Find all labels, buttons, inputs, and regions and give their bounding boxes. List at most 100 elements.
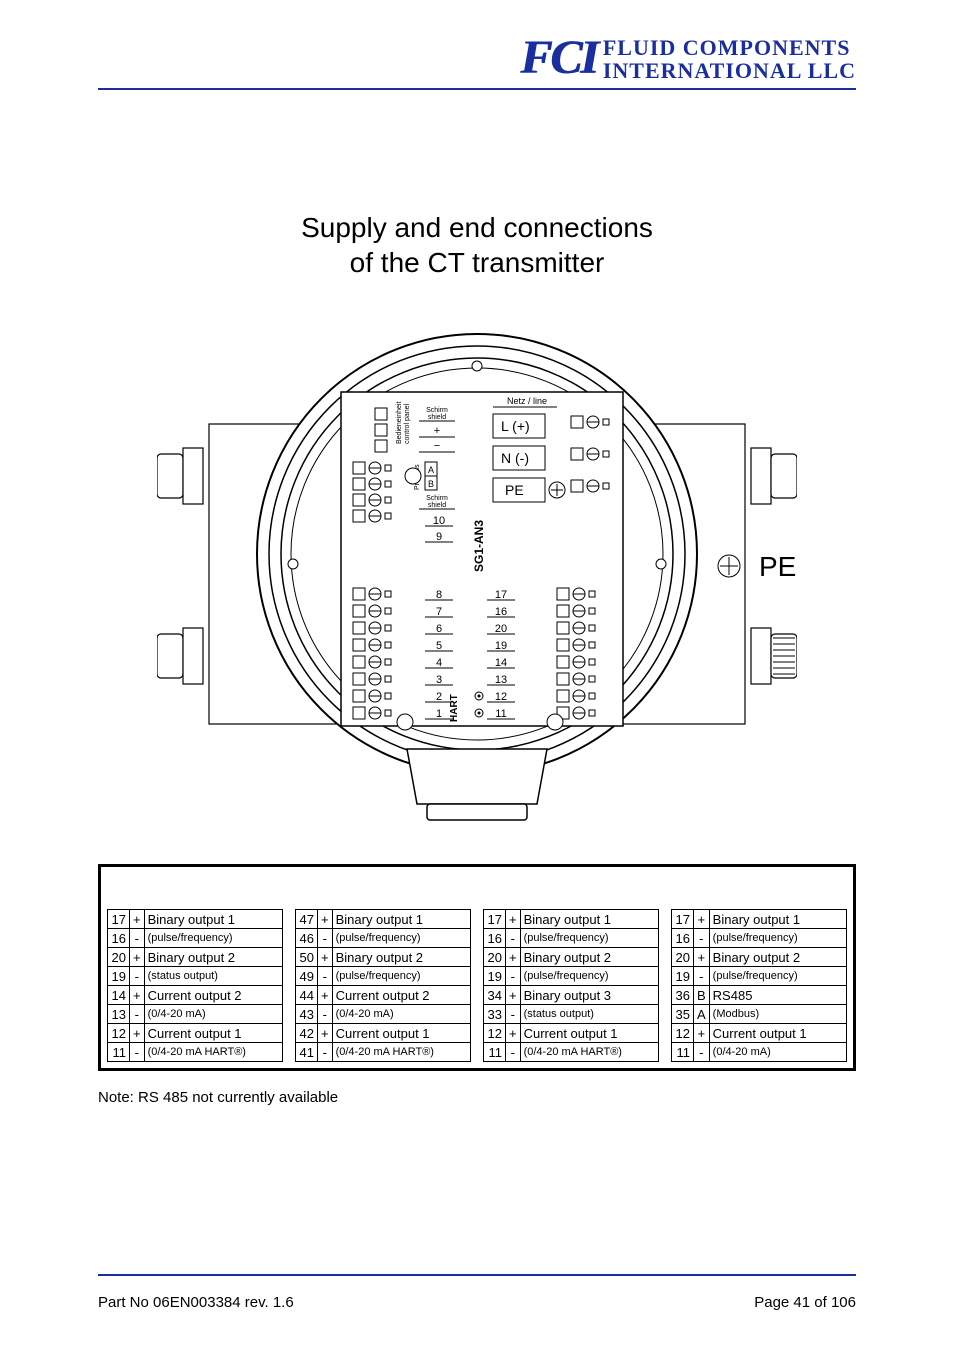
terminal-number: 46 — [296, 929, 318, 948]
title-line2: of the CT transmitter — [350, 247, 605, 278]
table-row: 11-(0/4-20 mA) — [672, 1043, 847, 1062]
table-row: 17+Binary output 1 — [108, 910, 283, 929]
title-line1: Supply and end connections — [301, 212, 653, 243]
terminal-sign: + — [506, 910, 521, 929]
terminal-number: 19 — [484, 967, 506, 986]
terminal-number: 47 — [296, 910, 318, 929]
terminal-label: Current output 2 — [332, 986, 470, 1005]
note-text: Note: RS 485 not currently available — [98, 1089, 856, 1106]
terminal-number: 35 — [672, 1005, 694, 1024]
connection-column: 17+Binary output 116-(pulse/frequency)20… — [477, 867, 665, 1068]
svg-text:14: 14 — [495, 657, 507, 669]
terminal-sign: + — [318, 910, 333, 929]
terminal-label: (status output) — [520, 1005, 658, 1024]
svg-text:20: 20 — [495, 623, 507, 635]
terminal-label: Binary output 1 — [144, 910, 282, 929]
logo-line1: FLUID COMPONENTS — [603, 36, 856, 59]
terminal-label: (pulse/frequency) — [520, 929, 658, 948]
terminal-label: (0/4-20 mA HART®) — [520, 1043, 658, 1062]
footer-page-no: Page 41 of 106 — [754, 1294, 856, 1311]
terminal-number: 12 — [672, 1024, 694, 1043]
label-PE-inner: PE — [505, 482, 524, 498]
table-row: 12+Current output 1 — [484, 1024, 659, 1043]
terminal-sign: - — [318, 967, 333, 986]
terminal-label: Current output 1 — [709, 1024, 846, 1043]
terminal-label: (pulse/frequency) — [332, 967, 470, 986]
svg-text:−: − — [434, 440, 440, 452]
terminal-label: (0/4-20 mA) — [144, 1005, 282, 1024]
divider-bottom — [98, 1274, 856, 1276]
page-footer: Part No 06EN003384 rev. 1.6 Page 41 of 1… — [98, 1274, 856, 1311]
footer-part-no: Part No 06EN003384 rev. 1.6 — [98, 1294, 294, 1311]
terminal-label: (0/4-20 mA) — [332, 1005, 470, 1024]
connection-column: 17+Binary output 116-(pulse/frequency)20… — [101, 867, 289, 1068]
logo-line2: INTERNATIONAL LLC — [603, 59, 856, 82]
terminal-label: Binary output 1 — [332, 910, 470, 929]
terminal-sign: - — [130, 1005, 145, 1024]
table-row: 47+Binary output 1 — [296, 910, 471, 929]
svg-text:A: A — [428, 465, 434, 475]
terminal-number: 43 — [296, 1005, 318, 1024]
terminal-sign: - — [506, 929, 521, 948]
table-row: 11-(0/4-20 mA HART®) — [484, 1043, 659, 1062]
svg-text:6: 6 — [436, 623, 442, 635]
terminal-label: Binary output 2 — [332, 948, 470, 967]
terminal-label: (Modbus) — [709, 1005, 846, 1024]
table-row: 17+Binary output 1 — [672, 910, 847, 929]
svg-text:2: 2 — [436, 691, 442, 703]
svg-text:3: 3 — [436, 674, 442, 686]
table-row: 36BRS485 — [672, 986, 847, 1005]
terminal-sign: - — [506, 1005, 521, 1024]
table-row: 34+Binary output 3 — [484, 986, 659, 1005]
connection-column: 47+Binary output 146-(pulse/frequency)50… — [289, 867, 477, 1068]
table-row: 17+Binary output 1 — [484, 910, 659, 929]
table-row: 43-(0/4-20 mA) — [296, 1005, 471, 1024]
table-row: 41-(0/4-20 mA HART®) — [296, 1043, 471, 1062]
terminal-number: 20 — [108, 948, 130, 967]
terminal-number: 42 — [296, 1024, 318, 1043]
terminal-sign: - — [318, 929, 333, 948]
terminal-number: 20 — [672, 948, 694, 967]
terminal-number: 50 — [296, 948, 318, 967]
terminal-sign: + — [130, 1024, 145, 1043]
svg-text:19: 19 — [495, 640, 507, 652]
terminal-number: 13 — [108, 1005, 130, 1024]
table-row: 50+Binary output 2 — [296, 948, 471, 967]
terminal-number: 17 — [484, 910, 506, 929]
terminal-number: 19 — [672, 967, 694, 986]
svg-text:11: 11 — [495, 708, 506, 720]
terminal-sign: - — [694, 1043, 710, 1062]
terminal-label: (pulse/frequency) — [709, 967, 846, 986]
terminal-sign: - — [130, 967, 145, 986]
terminal-number: 16 — [108, 929, 130, 948]
terminal-sign: A — [694, 1005, 710, 1024]
table-row: 13-(0/4-20 mA) — [108, 1005, 283, 1024]
terminal-number: 11 — [108, 1043, 130, 1062]
terminal-label: RS485 — [709, 986, 846, 1005]
logo-text: FLUID COMPONENTS INTERNATIONAL LLC — [603, 36, 856, 82]
terminal-label: Current output 1 — [144, 1024, 282, 1043]
label-hart: HART — [449, 694, 460, 722]
connection-column: 17+Binary output 116-(pulse/frequency)20… — [665, 867, 853, 1068]
terminal-label: Binary output 2 — [144, 948, 282, 967]
terminal-sign: - — [130, 1043, 145, 1062]
table-row: 35A(Modbus) — [672, 1005, 847, 1024]
svg-text:16: 16 — [495, 606, 507, 618]
page-header: FCI FLUID COMPONENTS INTERNATIONAL LLC — [98, 36, 856, 88]
transmitter-diagram: Netz / line L (+) N (-) PE Bedieneinheit… — [157, 304, 797, 824]
terminal-sign: - — [318, 1043, 333, 1062]
terminal-label: (pulse/frequency) — [144, 929, 282, 948]
label-netz: Netz / line — [507, 396, 547, 406]
table-row: 16-(pulse/frequency) — [108, 929, 283, 948]
svg-text:+: + — [434, 425, 440, 437]
table-row: 12+Current output 1 — [672, 1024, 847, 1043]
terminal-number: 34 — [484, 986, 506, 1005]
terminal-label: Binary output 1 — [709, 910, 846, 929]
terminal-sign: - — [694, 929, 710, 948]
svg-text:8: 8 — [436, 589, 442, 601]
terminal-number: 49 — [296, 967, 318, 986]
table-row: 19-(pulse/frequency) — [672, 967, 847, 986]
label-schirm-2: shield — [428, 414, 446, 421]
label-N: N (-) — [501, 450, 529, 466]
table-row: 20+Binary output 2 — [108, 948, 283, 967]
